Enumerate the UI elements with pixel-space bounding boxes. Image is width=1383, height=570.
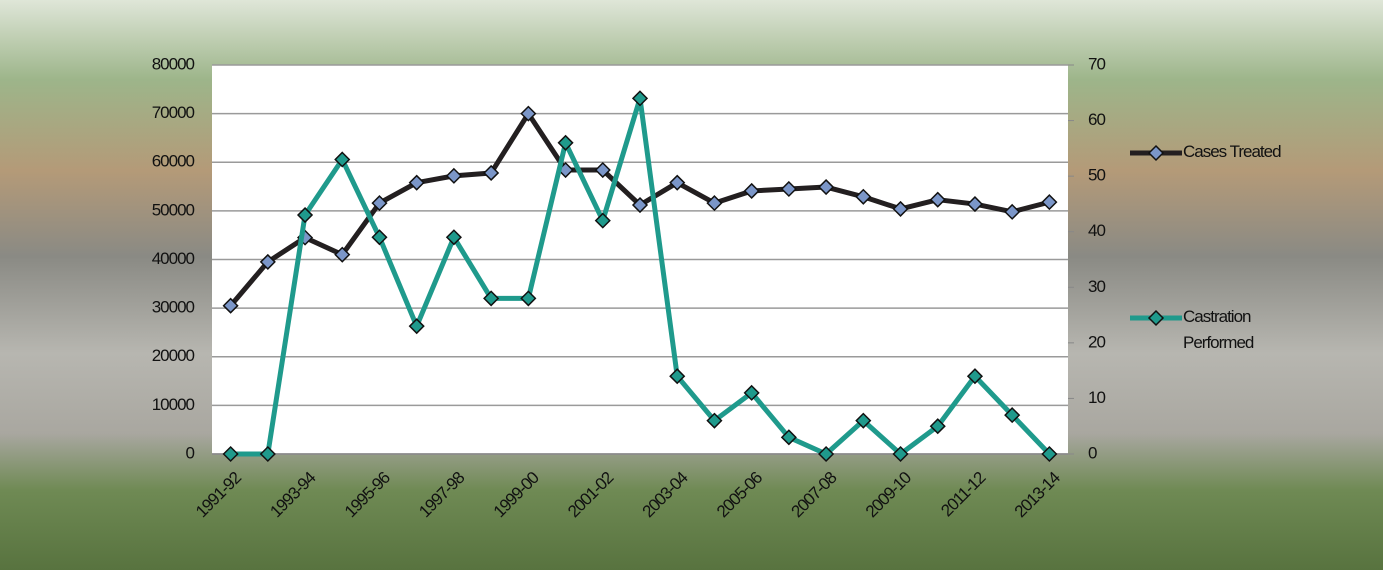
point-marker [445,167,462,184]
point-marker [780,429,797,446]
point-marker [371,229,388,246]
y-tick-label: 80000 [152,54,195,73]
point-marker [408,318,425,335]
y-tick-label: 60000 [152,152,195,171]
x-tick-label: 2009-10 [862,468,915,521]
point-marker [929,191,946,208]
x-tick-label: 1995-96 [341,468,394,521]
x-tick-label: 1997-98 [415,468,468,521]
x-tick-label: 2007-08 [787,468,840,521]
point-marker [1041,194,1058,211]
point-marker [371,195,388,212]
point-marker [520,105,537,122]
y2-tick-label: 0 [1088,443,1097,462]
y-tick-label: 10000 [152,395,195,414]
x-tick-label: 1991-92 [192,468,245,521]
y2-tick-label: 50 [1088,166,1105,185]
y2-tick-label: 70 [1088,54,1105,73]
x-tick-label: 2005-06 [713,468,766,521]
point-marker [296,206,314,224]
x-tick-label: 2011-12 [937,468,989,520]
point-marker [594,161,611,179]
point-marker [334,151,351,168]
point-marker [483,164,500,182]
x-tick-label: 2001-02 [564,468,617,521]
y-tick-label: 40000 [152,249,195,268]
point-marker [892,200,909,217]
point-marker [1041,445,1058,463]
point-marker [966,368,984,385]
point-marker [929,418,946,435]
x-tick-label: 2013-14 [1011,468,1064,521]
point-marker [520,290,537,307]
point-marker [631,90,649,107]
point-marker [222,297,239,314]
point-marker [1004,203,1021,220]
legend-label: Cases Treated [1183,142,1282,161]
point-marker [334,246,351,263]
point-marker [445,229,462,246]
point-marker [818,445,835,463]
point-marker [557,134,574,151]
y2-tick-label: 10 [1088,388,1105,407]
y-tick-label: 30000 [152,298,195,317]
point-marker [966,196,984,213]
y2-tick-label: 40 [1088,221,1105,240]
point-marker [855,412,872,429]
y-tick-label: 0 [186,443,195,462]
point-marker [222,445,239,463]
point-marker [743,182,760,199]
point-marker [818,178,835,196]
point-marker [631,196,649,214]
point-marker [259,445,276,463]
x-tick-label: 1993-94 [266,468,319,521]
y-tick-label: 20000 [152,346,195,365]
point-marker [669,368,686,385]
point-marker [408,174,425,191]
point-marker [594,212,611,229]
point-marker [706,412,723,429]
point-marker [892,445,909,463]
point-marker [855,188,872,205]
y-tick-label: 70000 [152,103,195,122]
legend-label: Castration Performed [1183,307,1254,352]
point-marker [743,384,760,401]
y-tick-label: 50000 [152,200,195,219]
legend-marker [1147,144,1165,162]
legend-marker [1147,309,1165,327]
y2-tick-label: 30 [1088,277,1105,296]
point-marker [1004,407,1021,424]
point-marker [483,290,500,307]
x-tick-label: 2003-04 [639,468,692,521]
point-marker [259,253,276,270]
point-marker [706,195,723,212]
x-tick-label: 1999-00 [490,468,543,521]
y2-tick-label: 20 [1088,332,1105,351]
point-marker [669,174,686,191]
point-marker [780,180,797,198]
y2-tick-label: 60 [1088,110,1105,129]
